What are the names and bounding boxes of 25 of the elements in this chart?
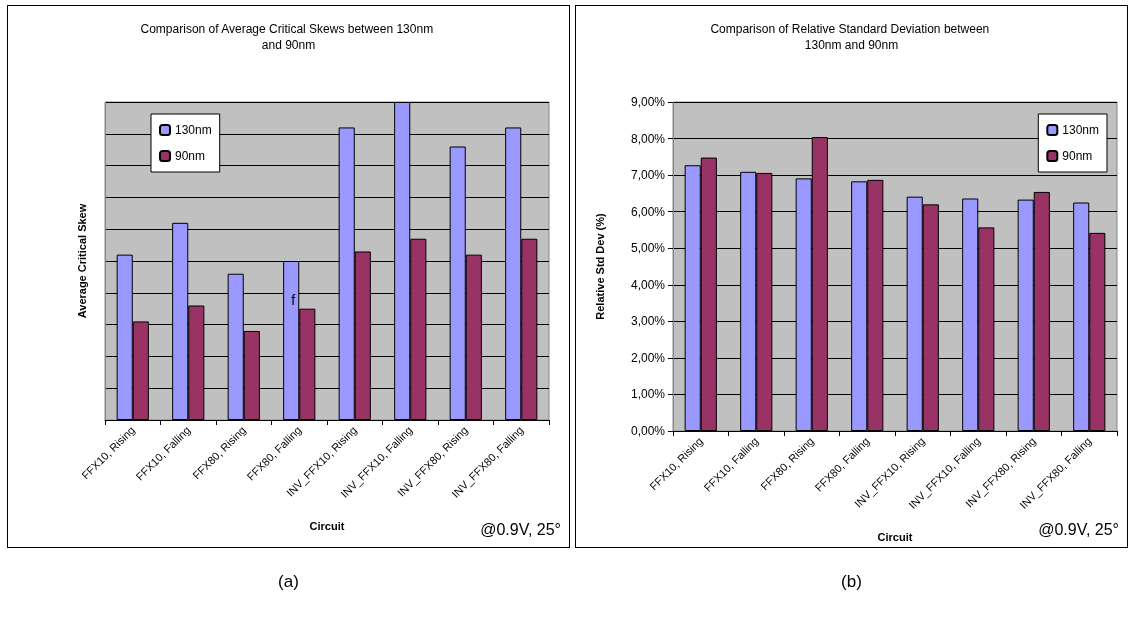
y-axis-title: Relative Std Dev (%) (593, 212, 606, 320)
y-tick-label: 2,00% (630, 350, 666, 365)
y-tick-label: 7,00% (630, 168, 666, 183)
y-tick-label: 5,00% (630, 241, 666, 256)
text: @0.9V, 25° (1038, 520, 1120, 538)
y-tick-label: 6,00% (630, 204, 666, 219)
y-tick-label: 1,00% (630, 387, 666, 402)
annotation: f (291, 291, 296, 308)
legend-label: 90nm (1062, 149, 1093, 163)
chart-title: Comparison of Average Critical Skews between 130nm and 90nm (140, 22, 437, 52)
chart-title: Comparison of Relative Standard Deviation between 130nm and 90nm (710, 22, 993, 52)
legend-label: 90nm (175, 149, 206, 163)
x-axis-title: Circuit (309, 519, 345, 532)
y-tick-label: 8,00% (630, 131, 666, 146)
x-axis-title: Circuit (877, 530, 913, 543)
text: (b) (840, 572, 863, 592)
y-tick-label: 3,00% (630, 314, 666, 329)
y-tick-label: 9,00% (630, 95, 666, 109)
y-tick-label: 4,00% (630, 277, 666, 292)
y-axis-title: Average Critical Skew (75, 203, 88, 319)
text: @0.9V, 25° (480, 520, 562, 538)
y-tick-label: 0,00% (630, 424, 666, 438)
legend-label: 130nm (1062, 123, 1100, 137)
text: (a) (277, 572, 300, 592)
legend-label: 130nm (175, 123, 212, 137)
